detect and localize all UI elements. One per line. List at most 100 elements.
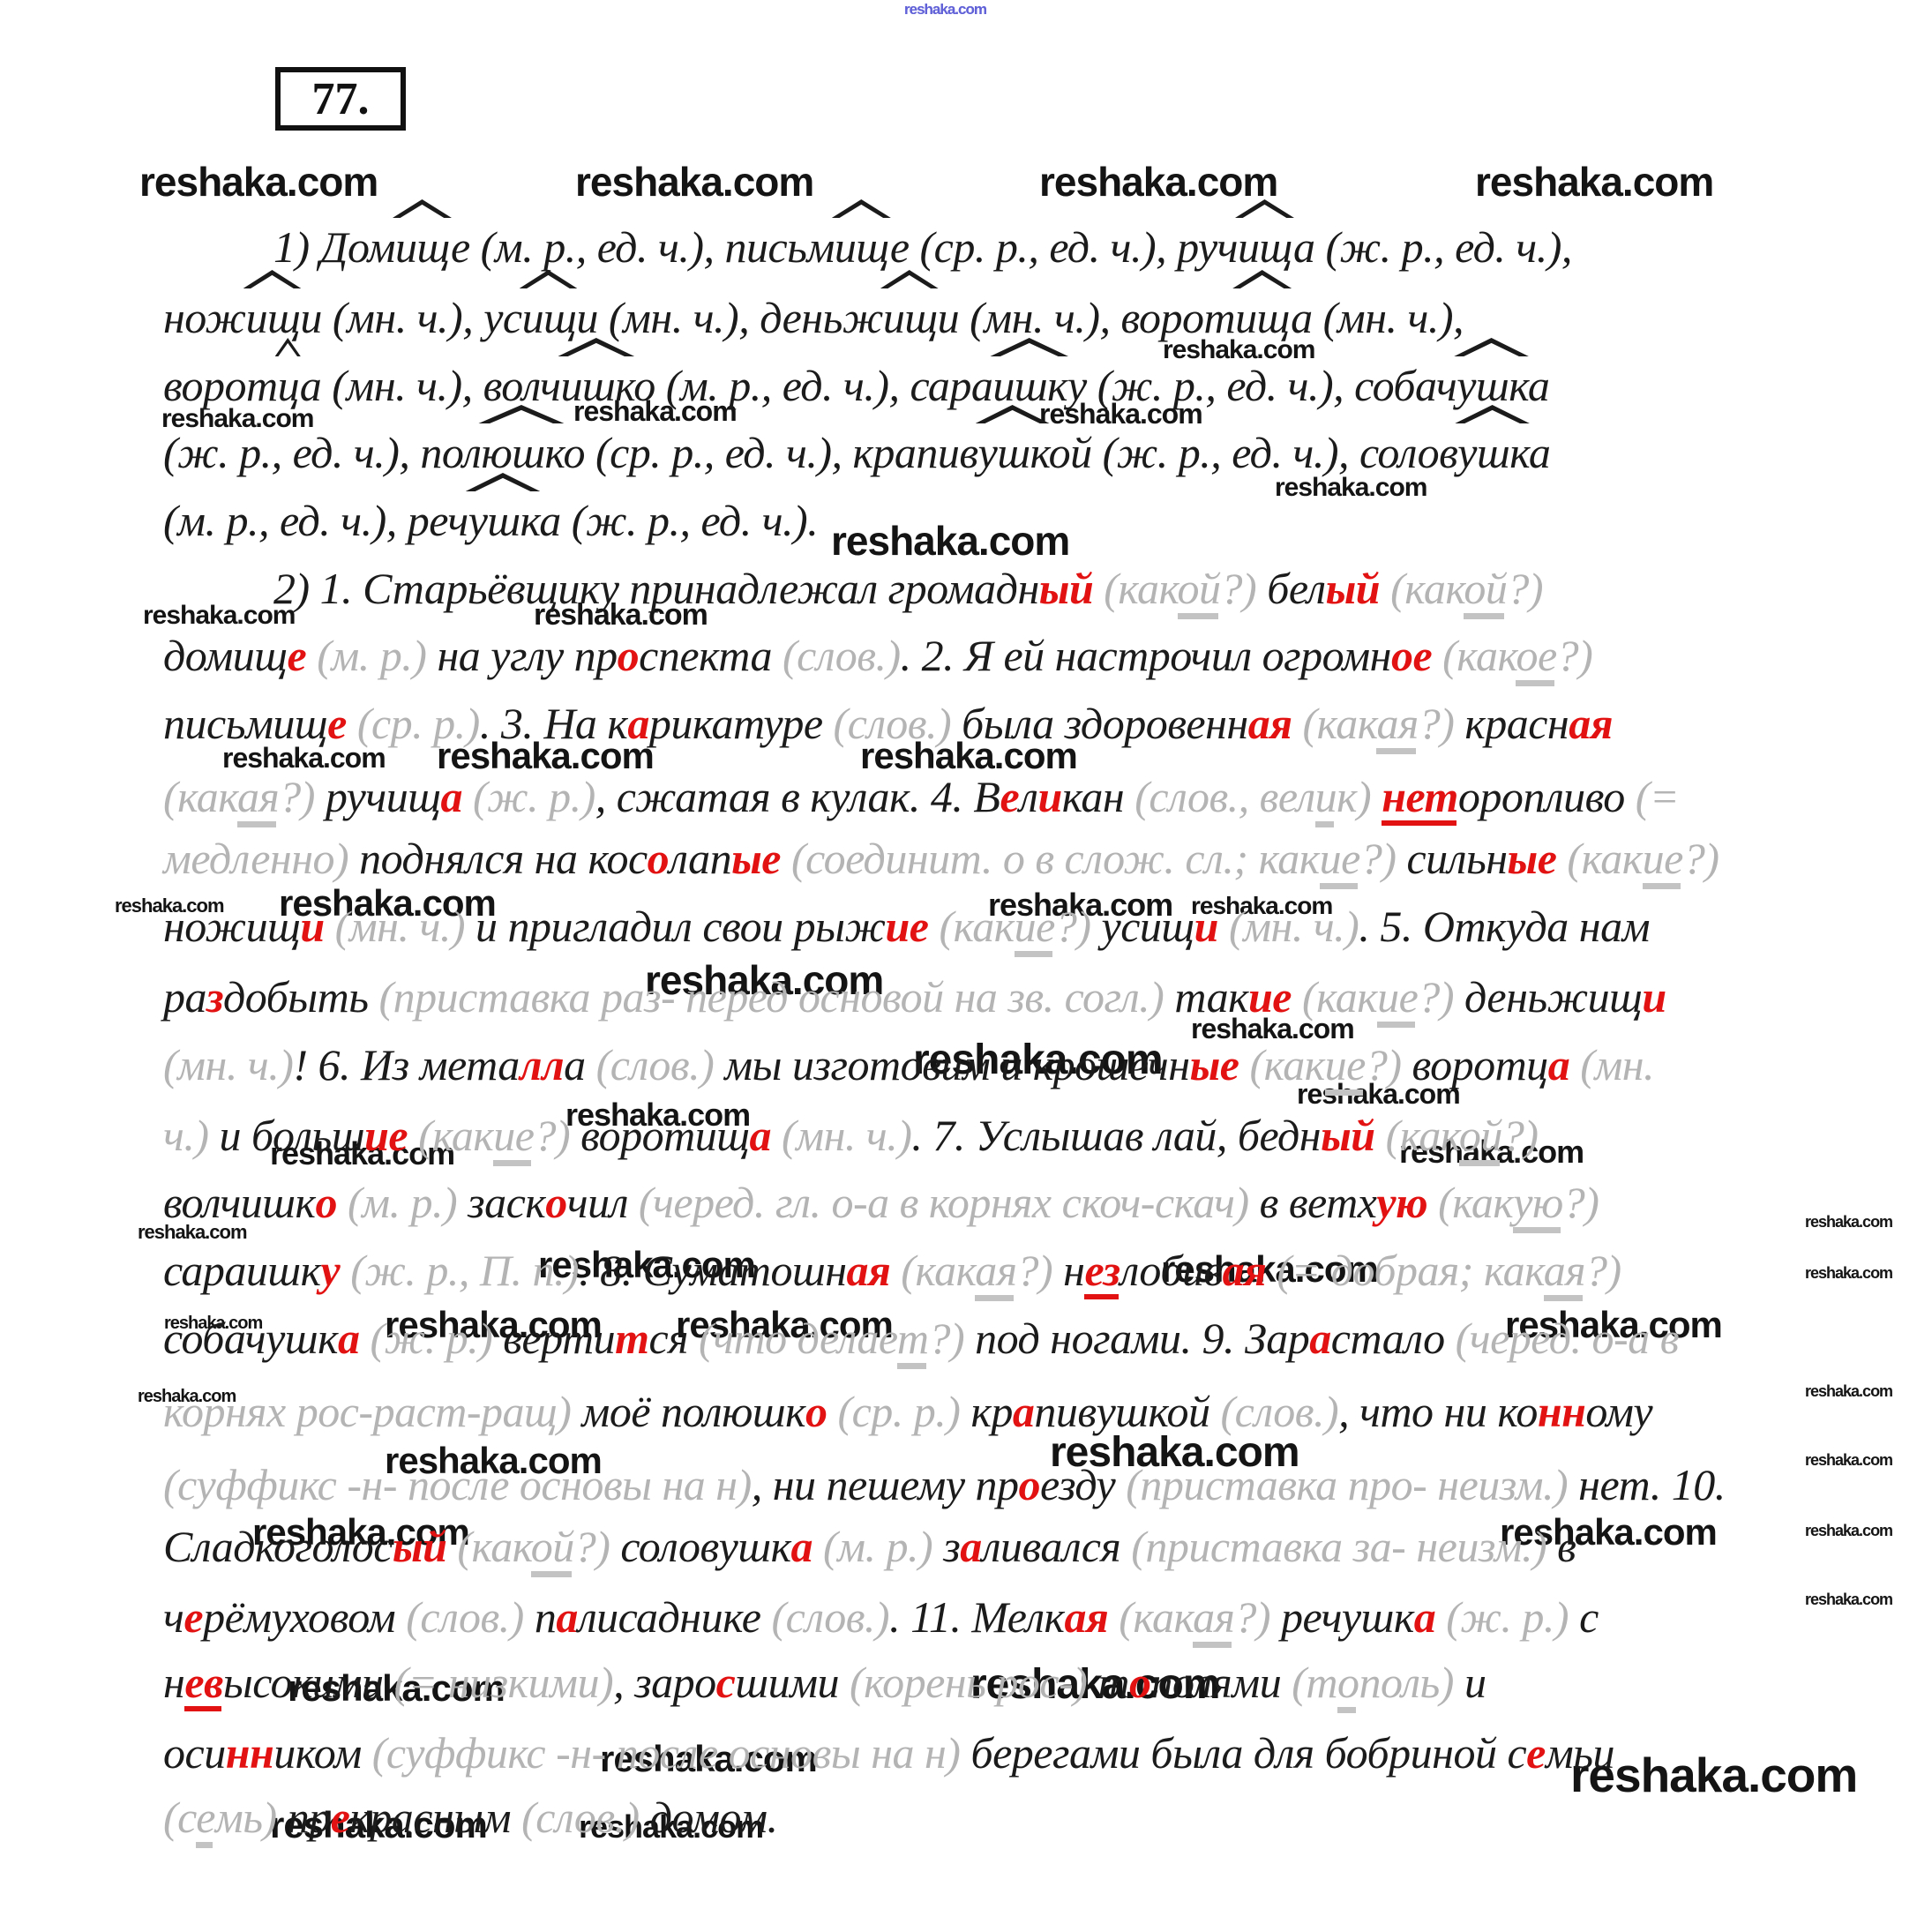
text-segment: (ср. р.) [827,1387,971,1436]
text-segment: (черед. гл. о-а в корнях скоч-скач) [627,1178,1260,1227]
watermark: reshaka.com [645,957,884,1003]
watermark: reshaka.com [1191,892,1333,919]
text-segment: а [790,1522,813,1571]
text-segment: (мн. ч.) [771,1111,912,1160]
text-segment: ые [731,834,781,883]
text-segment: с [1579,1592,1599,1642]
text-segment: (как [408,1111,494,1160]
text-segment: усищ [1101,902,1195,951]
text-segment: ?) [1562,1178,1599,1227]
text-segment: о [315,1178,337,1227]
text-segment: (как [1239,1040,1325,1089]
text-segment: ой [1177,564,1222,613]
text-segment: моё полюшк [581,1387,805,1436]
text-segment: е [196,1793,215,1842]
text-segment: а (мн. ч.), волч [299,361,561,410]
text-segment: оси [163,1728,226,1778]
text-segment: а [627,699,649,748]
text-segment: , что ни ко [1338,1387,1538,1436]
text-line: письмище (ср. р.). 3. На карикатуре (сло… [163,699,1613,749]
watermark: reshaka.com [138,1221,248,1243]
watermark: reshaka.com [115,895,225,917]
suffix-caret-segment: ушк [468,496,540,545]
text-segment: иком [273,1728,362,1778]
text-segment: а [960,1522,982,1571]
suffix-caret-segment: ишк [992,361,1068,410]
text-line: (какая?) ручища (ж. р.), сжатая в кулак.… [163,772,1680,822]
text-segment: ?) [573,1522,621,1571]
text-segment: (как [1292,699,1377,748]
text-segment: ая [846,1246,891,1295]
watermark: reshaka.com [1161,1248,1379,1290]
text-segment: (как [1380,564,1464,613]
suffix-caret-segment: ищ [882,293,938,342]
text-segment: (слов.) [772,631,901,680]
text-segment: чил [566,1178,629,1227]
text-segment: ую [1513,1178,1563,1227]
text-segment: ра [163,972,207,1022]
watermark-top: reshaka.com [904,1,987,18]
text-segment: ?) [1418,699,1465,748]
text-segment: так [1174,972,1248,1022]
text-segment: под ногами. 9. Зар [975,1314,1310,1363]
text-segment: сильн [1406,834,1508,883]
text-segment: корнях рос-раст-ращ) [163,1387,582,1436]
watermark: reshaka.com [860,735,1078,776]
text-segment: (т [1281,1658,1337,1707]
text-segment: берегами была для бобриной с [970,1728,1527,1778]
watermark: reshaka.com [534,598,708,632]
text-segment: ый [1325,564,1381,613]
text-segment: и [300,902,325,951]
text-segment: пр [287,1793,332,1842]
watermark: reshaka.com [437,735,655,776]
text-segment: (корень рос-) [838,1658,1098,1707]
text-line: (м. р., ед. ч.), речушка (ж. р., ед. ч.)… [163,496,819,546]
text-segment: , заро [613,1658,716,1707]
text-line: ножищи (мн. ч.) и пригладил свои рыжие (… [163,902,1651,952]
text-segment: е [183,1592,204,1642]
text-segment: домом. [649,1793,778,1842]
text-segment: кан [1061,772,1125,821]
text-segment: ому [1585,1387,1653,1436]
text-segment: . 3. На к [479,699,628,748]
suffix-caret-segment: ушк [1456,361,1528,410]
exercise-number: 77. [311,73,370,124]
text-segment: (с [163,1793,197,1842]
text-segment: а [1527,361,1550,410]
text-segment: стало [1330,1314,1445,1363]
text-segment: (ж. р., ед. ч.), пол [163,428,482,477]
watermark: reshaka.com [1475,159,1714,205]
text-segment: с [715,1658,736,1707]
watermark: reshaka.com [279,882,497,924]
text-segment: (= добрая; как [1266,1246,1544,1295]
text-segment: ?) [1556,631,1593,680]
text-segment: . 2. Я ей настрочил огромн [900,631,1392,680]
text-segment: речушк [1281,1592,1414,1642]
text-segment: (соединит. о в слож. сл.; как [780,834,1320,883]
text-segment: о [647,834,670,883]
text-segment: (м. р.) [336,1178,468,1227]
text-segment: пивушкой [1034,1387,1210,1436]
text-segment: (приставка за- неизм.) [1120,1522,1558,1571]
text-segment: ие [364,1111,408,1160]
watermark: reshaka.com [138,1387,236,1406]
text-line: сараишку (ж. р., П. п.). 8. Суматошная (… [163,1246,1621,1296]
text-segment: о (м. р., ед. ч.), сара [633,361,993,410]
text-segment: полями [1150,1658,1282,1707]
text-segment: ая [1543,1246,1586,1295]
text-segment: заск [468,1178,546,1227]
text-segment: ?) [1418,972,1464,1022]
text-segment: о [1018,1460,1041,1509]
text-segment: о (ср. р., ед. ч.), крапив [563,428,978,477]
text-segment: (мн. ч.) [1217,902,1359,951]
text-segment: (м. р.) [812,1522,944,1571]
text-line: (семь) прекрасным (слов.) домом. [163,1793,778,1843]
watermark: reshaka.com [164,1314,263,1333]
text-segment: у [320,1246,341,1295]
text-segment: а [1309,1314,1331,1363]
text-segment: , сжатая в кулак. 4. В [595,772,1000,821]
watermark: reshaka.com [575,159,814,205]
text-segment: (мн. ч.) [324,902,476,951]
text-segment: кр [970,1387,1013,1436]
